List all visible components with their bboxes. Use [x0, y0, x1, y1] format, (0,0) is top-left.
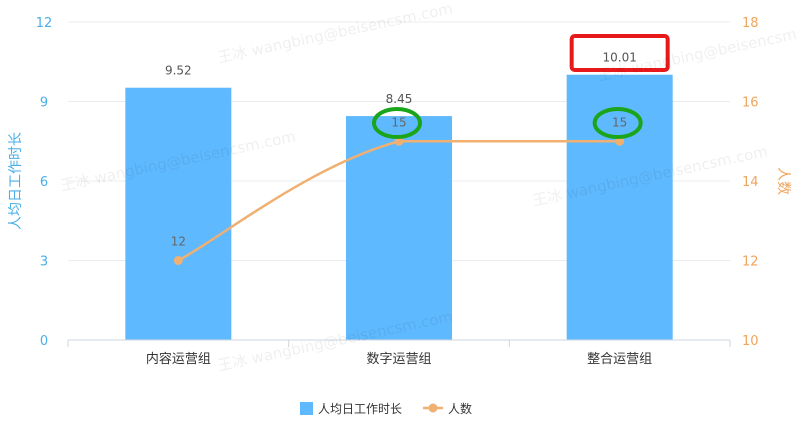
y-left-tick-label: 3: [40, 255, 48, 270]
line-value-label: 15: [391, 115, 406, 129]
y-left-tick-label: 9: [40, 96, 48, 111]
y-right-tick-label: 16: [742, 96, 759, 111]
bar-value-label: 9.52: [165, 64, 192, 78]
y-left-axis-title: 人均日工作时长: [8, 132, 24, 230]
y-right-tick-label: 10: [742, 334, 759, 349]
data-labels: 9.52 8.45 10.01 12 15 15: [165, 51, 637, 249]
line-point-3: [615, 136, 625, 146]
bar-series: [125, 74, 673, 341]
y-left-tick-label: 6: [40, 175, 48, 190]
bar-value-label: 10.01: [602, 51, 636, 65]
y-left-tick-label: 12: [36, 16, 53, 31]
x-tick-label: 整合运营组: [587, 352, 652, 367]
y-right-axis-title: 人数: [775, 167, 791, 195]
line-point-2: [394, 136, 404, 146]
y-right-tick-label: 18: [742, 16, 759, 31]
highlight-ellipse: [592, 107, 643, 139]
legend-bar-label: 人均日工作时长: [318, 402, 402, 416]
line-value-label: 15: [612, 115, 627, 129]
annotations: [372, 34, 670, 139]
legend-bar-swatch: [300, 402, 313, 415]
bar-3: [566, 74, 673, 341]
y-right-tick-label: 12: [742, 255, 759, 270]
legend-line-marker: [428, 403, 438, 413]
line-point-1: [173, 256, 183, 265]
x-tick-label: 内容运营组: [146, 351, 211, 367]
line-value-label: 12: [171, 235, 186, 249]
legend-line-label: 人数: [448, 401, 472, 416]
highlight-rectangle: [569, 34, 670, 72]
bar-2: [346, 116, 452, 340]
highlight-ellipse: [372, 107, 422, 139]
bar-1: [125, 87, 232, 340]
bar-value-label: 8.45: [386, 92, 413, 106]
legend: 人均日工作时长 人数: [300, 401, 472, 416]
y-left-tick-label: 0: [40, 334, 48, 349]
line-series: [173, 136, 625, 265]
axes: 内容运营组 数字运营组 整合运营组 0 3 6 9 12 10 12 14 16 18 人均日工作时长 人数: [8, 16, 791, 367]
x-tick-label: 数字运营组: [366, 352, 431, 367]
y-right-tick-label: 14: [742, 175, 759, 190]
